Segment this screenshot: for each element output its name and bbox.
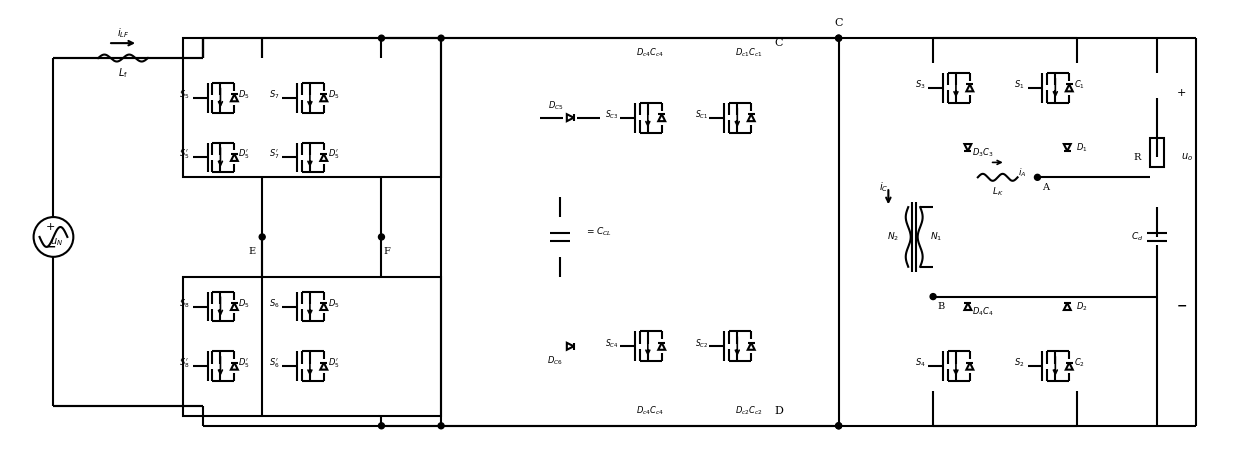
Text: $u_o$: $u_o$ bbox=[1180, 152, 1193, 163]
Text: $i_A$: $i_A$ bbox=[1018, 166, 1027, 179]
Text: R: R bbox=[1133, 153, 1141, 162]
Polygon shape bbox=[658, 114, 665, 121]
Text: −: − bbox=[1177, 300, 1187, 313]
Polygon shape bbox=[965, 303, 971, 310]
Polygon shape bbox=[748, 114, 755, 121]
Text: $S_8$: $S_8$ bbox=[180, 298, 190, 310]
Polygon shape bbox=[231, 363, 238, 370]
Text: $u_N$: $u_N$ bbox=[50, 236, 63, 248]
Circle shape bbox=[836, 423, 842, 429]
Text: $S_1$: $S_1$ bbox=[1014, 79, 1024, 91]
Circle shape bbox=[378, 234, 384, 240]
Text: $S_{C2}$: $S_{C2}$ bbox=[694, 337, 708, 350]
Text: $S_2$: $S_2$ bbox=[1014, 357, 1024, 369]
Text: $S_5'$: $S_5'$ bbox=[180, 148, 190, 161]
Polygon shape bbox=[1064, 144, 1071, 151]
Text: $D_1$: $D_1$ bbox=[1076, 141, 1087, 154]
Polygon shape bbox=[320, 94, 327, 101]
Text: $D_{C6}$: $D_{C6}$ bbox=[548, 355, 563, 367]
Text: $S_{C4}$: $S_{C4}$ bbox=[605, 337, 619, 350]
Text: $S_3$: $S_3$ bbox=[915, 79, 925, 91]
Circle shape bbox=[378, 35, 384, 41]
Polygon shape bbox=[320, 154, 327, 161]
Bar bbox=[182, 276, 441, 416]
Text: $D_{C5}$: $D_{C5}$ bbox=[548, 100, 563, 112]
Polygon shape bbox=[966, 363, 973, 370]
Polygon shape bbox=[567, 343, 574, 350]
Text: $i_{LF}$: $i_{LF}$ bbox=[117, 27, 129, 40]
Text: $S_6'$: $S_6'$ bbox=[269, 356, 279, 370]
Text: D: D bbox=[775, 406, 784, 416]
Text: +: + bbox=[1177, 88, 1187, 98]
Text: $C_d$: $C_d$ bbox=[1131, 231, 1143, 243]
Text: $D_{c2}C_{c2}$: $D_{c2}C_{c2}$ bbox=[735, 404, 763, 417]
Polygon shape bbox=[567, 114, 574, 121]
Text: $D_5$: $D_5$ bbox=[238, 298, 250, 310]
Text: A: A bbox=[1042, 183, 1049, 192]
Text: $i_C$: $i_C$ bbox=[879, 181, 888, 194]
Circle shape bbox=[836, 35, 842, 41]
Text: $L_{\mathrm{f}}$: $L_{\mathrm{f}}$ bbox=[118, 66, 128, 80]
Text: $D_5$: $D_5$ bbox=[327, 298, 340, 310]
Text: C: C bbox=[775, 38, 784, 48]
Text: C: C bbox=[835, 18, 843, 28]
Text: $S_{C1}$: $S_{C1}$ bbox=[694, 108, 708, 121]
Text: $D_{c4}C_{c4}$: $D_{c4}C_{c4}$ bbox=[636, 404, 663, 417]
Text: $D_4C_4$: $D_4C_4$ bbox=[972, 305, 993, 318]
Polygon shape bbox=[658, 343, 665, 350]
Polygon shape bbox=[748, 343, 755, 350]
Text: $D_5'$: $D_5'$ bbox=[238, 356, 250, 370]
Circle shape bbox=[438, 423, 444, 429]
Circle shape bbox=[259, 234, 265, 240]
Text: −: − bbox=[45, 240, 56, 253]
Bar bbox=[441, 38, 838, 426]
Text: $D_5'$: $D_5'$ bbox=[327, 356, 340, 370]
Text: $S_4$: $S_4$ bbox=[915, 357, 925, 369]
Text: $S_7$: $S_7$ bbox=[269, 89, 279, 101]
Text: +: + bbox=[46, 222, 55, 232]
Text: $D_2$: $D_2$ bbox=[1076, 300, 1087, 313]
Text: $S_5$: $S_5$ bbox=[180, 89, 190, 101]
Text: $S_7'$: $S_7'$ bbox=[269, 148, 279, 161]
Polygon shape bbox=[1064, 303, 1071, 310]
Text: $L_K$: $L_K$ bbox=[992, 186, 1003, 198]
Text: $D_3C_3$: $D_3C_3$ bbox=[972, 146, 993, 159]
Text: $C_1$: $C_1$ bbox=[1074, 79, 1085, 91]
Circle shape bbox=[836, 35, 842, 41]
Circle shape bbox=[378, 423, 384, 429]
Polygon shape bbox=[231, 94, 238, 101]
Circle shape bbox=[930, 293, 936, 300]
Bar bbox=[182, 38, 441, 177]
Circle shape bbox=[836, 423, 842, 429]
Text: $S_8'$: $S_8'$ bbox=[180, 356, 190, 370]
Text: B: B bbox=[937, 302, 945, 311]
Text: $D_5'$: $D_5'$ bbox=[238, 148, 250, 161]
Text: $D_{c4}C_{c4}$: $D_{c4}C_{c4}$ bbox=[636, 47, 663, 59]
Polygon shape bbox=[1065, 85, 1073, 91]
Text: $D_5$: $D_5$ bbox=[238, 89, 250, 101]
Text: F: F bbox=[383, 247, 389, 256]
Text: $N_2$: $N_2$ bbox=[888, 231, 899, 243]
Polygon shape bbox=[320, 303, 327, 310]
Text: $D_5'$: $D_5'$ bbox=[327, 148, 340, 161]
Circle shape bbox=[1034, 174, 1040, 181]
Polygon shape bbox=[231, 303, 238, 310]
Polygon shape bbox=[231, 154, 238, 161]
Polygon shape bbox=[1065, 363, 1073, 370]
Polygon shape bbox=[965, 144, 971, 151]
Polygon shape bbox=[966, 85, 973, 91]
Text: $=C_{CL}$: $=C_{CL}$ bbox=[585, 226, 613, 238]
Text: $D_{c1}C_{c1}$: $D_{c1}C_{c1}$ bbox=[735, 47, 763, 59]
Circle shape bbox=[438, 35, 444, 41]
Text: $C_2$: $C_2$ bbox=[1074, 357, 1085, 369]
Text: E: E bbox=[249, 247, 255, 256]
Text: $D_5$: $D_5$ bbox=[327, 89, 340, 101]
Text: $S_6$: $S_6$ bbox=[269, 298, 279, 310]
Text: $N_1$: $N_1$ bbox=[930, 231, 942, 243]
Polygon shape bbox=[320, 363, 327, 370]
Text: $S_{C3}$: $S_{C3}$ bbox=[605, 108, 619, 121]
